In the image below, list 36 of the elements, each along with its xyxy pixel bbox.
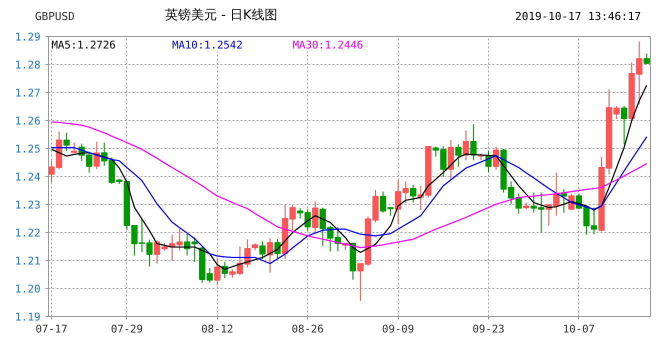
candlestick	[259, 240, 266, 260]
text: MA5:1.2726	[52, 38, 116, 52]
x-tick-label: 09-09	[382, 322, 414, 336]
y-tick-label: 1.21	[14, 254, 41, 268]
y-tick-label: 1.20	[14, 282, 41, 296]
y-tick-label: 1.19	[14, 310, 41, 324]
x-tick-label: 07-17	[35, 322, 68, 336]
y-tick-label: 1.22	[14, 226, 41, 240]
candlestick	[63, 132, 70, 152]
line-series	[50, 136, 648, 264]
text: MA10:1.2542	[172, 38, 243, 52]
line-series	[50, 121, 648, 248]
candlestick	[410, 184, 416, 204]
x-tick-label: 09-23	[472, 322, 505, 336]
candlestick	[70, 142, 78, 154]
chart-title: 英镑美元 - 日K线图	[165, 7, 278, 25]
x-tick-label: 08-12	[201, 322, 234, 336]
y-tick-label: 1.26	[14, 114, 41, 128]
candlestick	[455, 144, 462, 167]
y-tick-label: 1.25	[14, 142, 41, 156]
x-tick-label: 07-29	[110, 322, 143, 336]
x-tick-label: 08-26	[292, 322, 324, 336]
candlestick	[214, 257, 220, 286]
text: 2019-10-17 13:46:17	[515, 9, 641, 25]
y-tick-label: 1.29	[14, 30, 41, 44]
candlestick	[448, 140, 454, 180]
candlestick	[312, 200, 318, 233]
candlestick	[94, 141, 100, 170]
y-tick-label: 1.27	[14, 86, 41, 100]
y-tick-label: 1.24	[14, 170, 41, 184]
chart-subtitle: GBPUSD	[35, 9, 75, 25]
x-tick-label: 10-07	[562, 322, 595, 336]
text: MA30:1.2446	[292, 38, 364, 52]
y-tick-label: 1.28	[14, 58, 41, 72]
candlestick	[620, 105, 628, 145]
y-tick-label: 1.23	[14, 198, 41, 212]
